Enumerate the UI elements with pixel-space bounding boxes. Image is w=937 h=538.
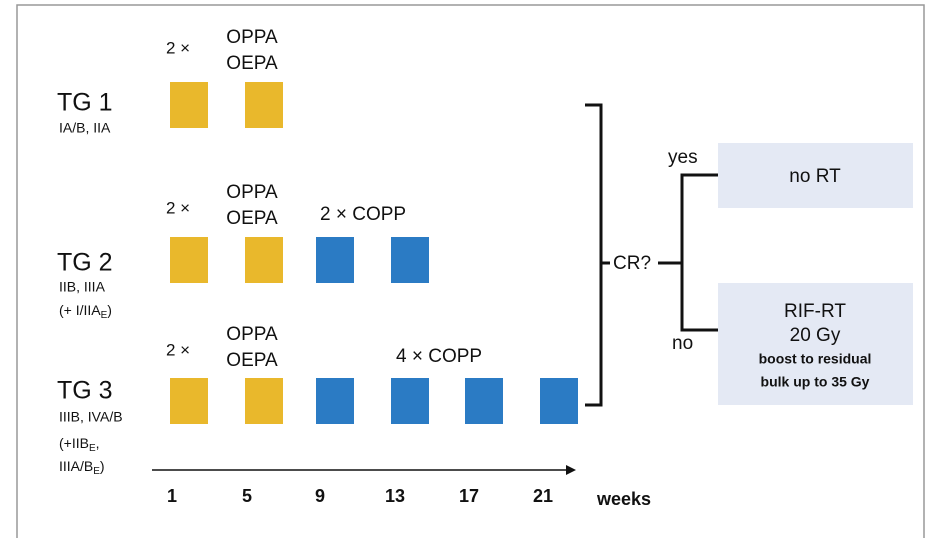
stage: IIIB, IVA/B	[59, 409, 123, 425]
cycle-block	[465, 378, 503, 424]
stage: IIB, IIIA	[59, 279, 106, 295]
cycle-block	[316, 378, 354, 424]
axis-tick: 9	[315, 486, 325, 506]
regimen-name: OEPA	[226, 53, 278, 74]
stage-text: (+IIB	[59, 435, 89, 451]
stage-text: IIIA/B	[59, 458, 93, 474]
axis-tick: 5	[242, 486, 252, 506]
stage: (+IIBE,	[59, 435, 100, 454]
bracket	[585, 103, 603, 407]
outcome-text: no RT	[789, 166, 841, 187]
outcome-box	[718, 143, 913, 208]
outcome-text: bulk up to 35 Gy	[761, 374, 870, 390]
stage-close: )	[107, 302, 112, 318]
cycle-block	[540, 378, 578, 424]
stage: IA/B, IIA	[59, 120, 111, 136]
regimen-name: COPP	[428, 346, 482, 367]
group-label: TG 1	[57, 89, 113, 117]
outcome-text: boost to residual	[759, 351, 872, 367]
stage-sub: E	[93, 466, 100, 477]
axis-tick: 17	[459, 486, 479, 506]
cycle-block	[316, 237, 354, 283]
cycle-block	[245, 378, 283, 424]
cycle-block	[391, 378, 429, 424]
cycle-block	[391, 237, 429, 283]
decision-branch	[680, 173, 718, 332]
axis-tick: 13	[385, 486, 405, 506]
regimen: 2 × COPP	[320, 204, 406, 225]
branch-label: yes	[668, 147, 698, 168]
question: CR?	[613, 253, 651, 274]
regimen-name: OPPA	[226, 182, 278, 203]
regimen-name: OEPA	[226, 208, 278, 229]
outcome-text: 20 Gy	[790, 325, 841, 346]
regimen-count: 2 ×	[166, 198, 190, 217]
cycle-block	[170, 82, 208, 128]
cycle-block	[170, 237, 208, 283]
regimen-name: OEPA	[226, 350, 278, 371]
outcome-text: RIF-RT	[784, 301, 846, 322]
regimen-count: 2 ×	[166, 340, 190, 359]
regimen: 4 × COPP	[396, 346, 482, 367]
regimen-count: 2 ×	[166, 38, 190, 57]
regimen-name: OPPA	[226, 27, 278, 48]
stage-text: (+ I/IIA	[59, 302, 101, 318]
axis-unit: weeks	[596, 489, 651, 509]
stage: (+ I/IIAE)	[59, 302, 112, 321]
stage: IIIA/BE)	[59, 458, 105, 477]
regimen-count: 4 ×	[396, 346, 423, 367]
regimen-name: COPP	[352, 204, 406, 225]
stage-close: )	[100, 458, 105, 474]
group-label: TG 3	[57, 377, 113, 405]
branch-label: no	[672, 333, 693, 354]
group-label: TG 2	[57, 249, 113, 277]
stage-sub: E	[101, 310, 108, 321]
axis-arrow	[566, 465, 576, 475]
stage-sub: E	[89, 443, 96, 454]
regimen-count: 2 ×	[320, 204, 347, 225]
regimen-name: OPPA	[226, 324, 278, 345]
cycle-block	[245, 82, 283, 128]
cycle-block	[170, 378, 208, 424]
stage-close: ,	[96, 435, 100, 451]
axis-tick: 1	[167, 486, 177, 506]
cycle-block	[245, 237, 283, 283]
axis-tick: 21	[533, 486, 553, 506]
frame	[16, 4, 925, 538]
outcome-box	[718, 283, 913, 405]
